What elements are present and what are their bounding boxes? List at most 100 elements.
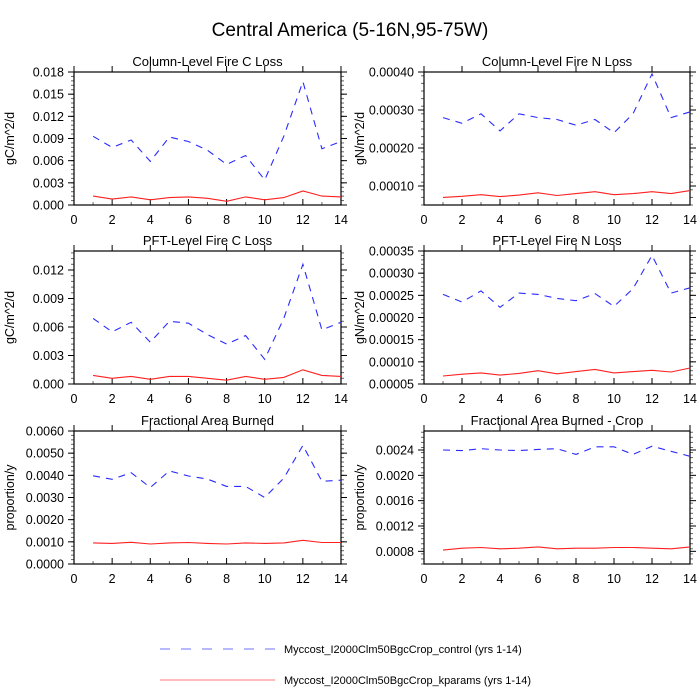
panel-2: Column-Level Fire N Loss gN/m^2/d 0 2 4 6 8 10 1… — [353, 54, 697, 227]
series-line-kparams — [93, 190, 342, 202]
x-tick-label: 10 — [607, 392, 621, 406]
series-line-control — [442, 445, 691, 457]
series-line-control — [92, 79, 342, 181]
y-tick-label: 0.0060 — [26, 425, 64, 439]
x-tick-label: 4 — [497, 213, 504, 227]
x-tick-label: 6 — [185, 213, 192, 227]
y-tick-label: 0.000 — [33, 199, 64, 213]
plot-frame — [73, 430, 342, 565]
y-axis-label: proportion/y — [353, 464, 367, 531]
y-tick-label: 0.0020 — [26, 513, 64, 527]
panel-title: Fractional Area Burned — [141, 413, 274, 428]
x-tick-label: 0 — [71, 392, 78, 406]
panel-6: Fractional Area Burned - Crop proportion/… — [353, 413, 697, 586]
y-axis-label: gN/m^2/d — [353, 291, 367, 344]
series-line-control — [93, 444, 342, 499]
plot-frame — [423, 71, 691, 206]
y-tick-label: 0.012 — [33, 264, 64, 278]
y-axis-label: gN/m^2/d — [353, 112, 367, 165]
plot-frame — [423, 430, 691, 565]
x-tick-label: 10 — [607, 572, 621, 586]
x-tick-label: 10 — [258, 392, 272, 406]
y-tick-label: 0.0020 — [376, 469, 414, 483]
legend-label-kparams: Myccost_I2000Clm50BgcCrop_kparams (yrs 1… — [284, 675, 531, 687]
y-tick-label: 0.00015 — [369, 333, 414, 347]
x-tick-label: 2 — [109, 213, 116, 227]
x-tick-label: 0 — [71, 213, 78, 227]
x-tick-label: 12 — [645, 572, 659, 586]
plot-frame — [73, 71, 342, 206]
x-tick-label: 14 — [334, 213, 348, 227]
panel-title: PFT-Level Fire C Loss — [143, 233, 273, 248]
y-tick-label: 0.006 — [33, 321, 64, 335]
x-tick-label: 4 — [147, 572, 154, 586]
y-tick-label: 0.0000 — [26, 558, 64, 572]
y-tick-label: 0.0016 — [376, 494, 414, 508]
panel-title: PFT-Level Fire N Loss — [492, 233, 622, 248]
y-tick-label: 0.00035 — [369, 245, 414, 259]
series-line-kparams — [442, 546, 691, 551]
x-tick-label: 4 — [147, 392, 154, 406]
legend-label-control: Myccost_I2000Clm50BgcCrop_control (yrs 1… — [284, 644, 522, 656]
x-tick-label: 12 — [296, 213, 310, 227]
y-tick-label: 0.00020 — [369, 142, 414, 156]
y-tick-label: 0.0012 — [376, 520, 414, 534]
panel-3: PFT-Level Fire C Loss gC/m^2/d 0 2 4 6 8 10 12 14… — [3, 233, 348, 406]
x-tick-label: 8 — [223, 392, 230, 406]
x-tick-label: 4 — [497, 572, 504, 586]
y-tick-label: 0.009 — [33, 292, 64, 306]
x-tick-label: 6 — [185, 572, 192, 586]
x-tick-label: 0 — [421, 213, 428, 227]
x-tick-label: 4 — [147, 213, 154, 227]
y-tick-label: 0.012 — [33, 110, 64, 124]
y-axis-label: gC/m^2/d — [3, 291, 17, 344]
y-tick-label: 0.0024 — [376, 444, 414, 458]
x-tick-label: 8 — [573, 572, 580, 586]
x-tick-label: 6 — [185, 392, 192, 406]
y-tick-label: 0.00025 — [369, 289, 414, 303]
x-tick-label: 14 — [683, 392, 697, 406]
x-tick-label: 2 — [459, 392, 466, 406]
x-tick-label: 8 — [223, 572, 230, 586]
y-axis-label: gC/m^2/d — [3, 112, 17, 165]
panel-title: Column-Level Fire N Loss — [482, 54, 633, 69]
x-tick-label: 6 — [535, 392, 542, 406]
y-tick-label: 0.0008 — [376, 545, 414, 559]
y-tick-label: 0.0040 — [26, 469, 64, 483]
x-tick-label: 12 — [296, 572, 310, 586]
x-tick-label: 12 — [645, 213, 659, 227]
x-tick-label: 0 — [421, 392, 428, 406]
y-tick-label: 0.018 — [33, 66, 64, 80]
y-tick-label: 0.00005 — [369, 378, 414, 392]
plot-frame — [73, 250, 342, 385]
x-tick-label: 14 — [334, 572, 348, 586]
series-line-kparams — [93, 539, 341, 545]
plot-frame — [423, 250, 691, 385]
panel-4: PFT-Level Fire N Loss gN/m^2/d 0 2 4 6 8 10 12 14… — [353, 233, 697, 406]
x-tick-label: 14 — [683, 213, 697, 227]
y-tick-label: 0.0010 — [26, 535, 64, 549]
y-axis-label: proportion/y — [3, 464, 17, 531]
y-tick-label: 0.00030 — [369, 267, 414, 281]
x-tick-label: 12 — [645, 392, 659, 406]
series-line-kparams — [442, 190, 691, 198]
figure-title: Central America (5-16N,95-75W) — [211, 20, 489, 41]
series-line-control — [92, 262, 342, 361]
x-tick-label: 6 — [535, 572, 542, 586]
x-tick-label: 10 — [258, 572, 272, 586]
x-tick-label: 12 — [296, 392, 310, 406]
x-tick-label: 2 — [459, 572, 466, 586]
y-tick-label: 0.00010 — [369, 355, 414, 369]
x-tick-label: 8 — [223, 213, 230, 227]
panel-5: Fractional Area Burned proportion/y 0 2 4 6 8 1… — [3, 413, 348, 586]
x-tick-label: 2 — [109, 572, 116, 586]
x-tick-label: 2 — [459, 213, 466, 227]
y-tick-label: 0.003 — [33, 349, 64, 363]
x-tick-label: 8 — [573, 213, 580, 227]
y-tick-label: 0.015 — [33, 88, 64, 102]
x-tick-label: 10 — [258, 213, 272, 227]
y-tick-label: 0.0030 — [26, 491, 64, 505]
panel-title: Fractional Area Burned - Crop — [471, 413, 644, 428]
x-tick-label: 14 — [683, 572, 697, 586]
